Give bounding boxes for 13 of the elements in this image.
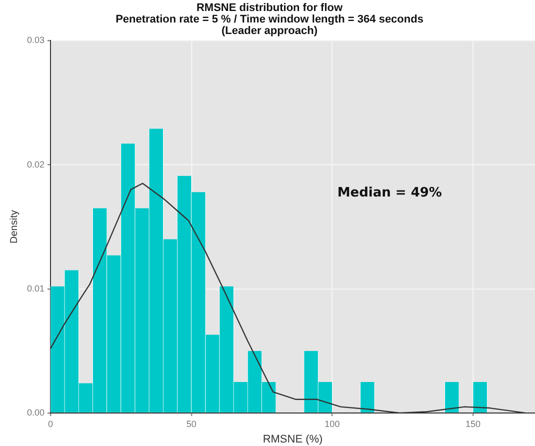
x-axis-title: RMSNE (%): [262, 433, 323, 446]
chart-title: RMSNE distribution for flow: [196, 2, 343, 14]
y-tick-label: 0.02: [26, 159, 45, 170]
chart-subtitle: Penetration rate = 5 % / Time window length = 364 seconds (Leader approach): [116, 13, 424, 37]
x-tick-label: 0: [48, 418, 54, 429]
y-axis-title: Density: [8, 210, 20, 244]
x-tick-label: 100: [324, 418, 340, 429]
y-tick-label: 0.03: [26, 35, 45, 46]
y-tick-label: 0.01: [26, 283, 45, 294]
x-tick-label: 150: [466, 418, 481, 429]
x-tick-label: 50: [186, 418, 196, 429]
y-tick-label: 0.00: [26, 407, 45, 418]
annotation: Median = 49%: [337, 186, 442, 201]
